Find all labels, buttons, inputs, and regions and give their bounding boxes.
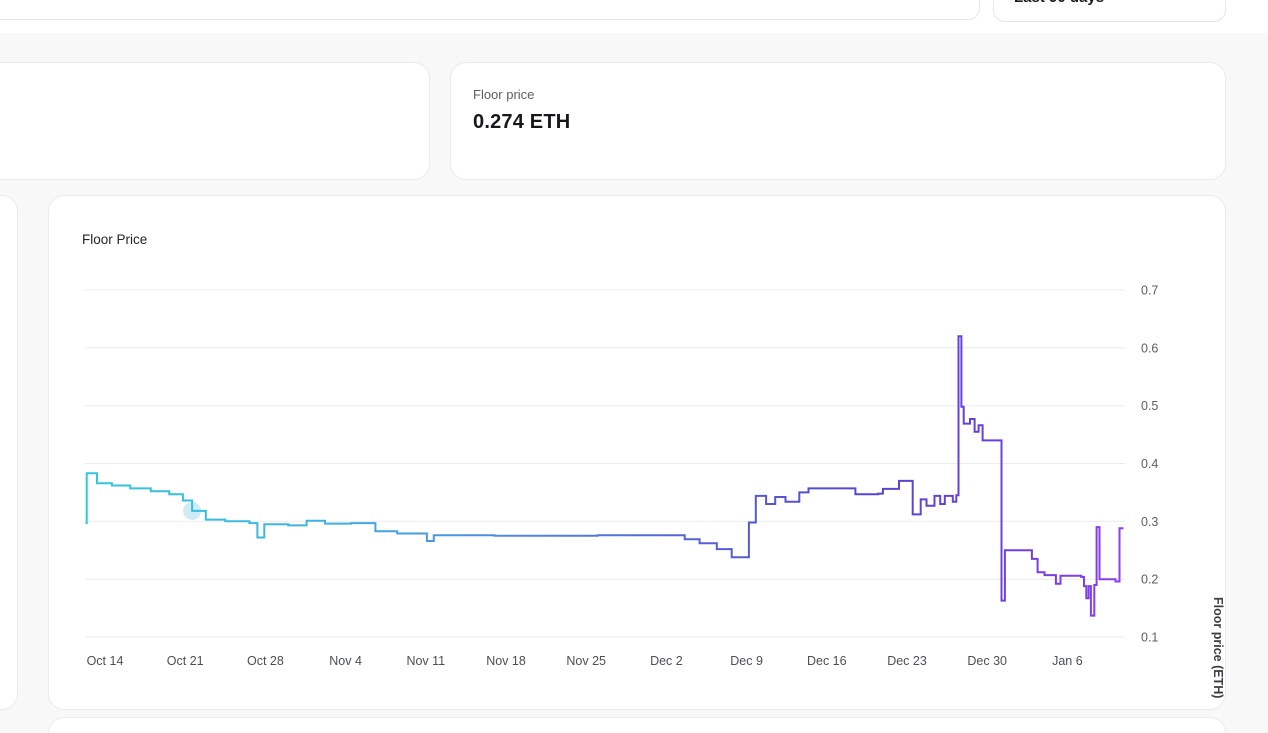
- floor-price-chart-card: Floor Price 0.7 0.6 0.5 0.4 0.3 0.2 0.1 Oct 14 O…: [48, 195, 1226, 710]
- y-tick-label: 0.3: [1141, 515, 1158, 529]
- x-tick-label: Nov 11: [406, 654, 445, 668]
- y-tick-label: 0.6: [1141, 341, 1158, 355]
- y-tick-label: 0.7: [1141, 284, 1158, 298]
- x-tick-label: Dec 2: [650, 654, 683, 668]
- x-tick-label: Dec 23: [887, 654, 927, 668]
- floor-price-stat-value: 0.274 ETH: [473, 111, 571, 133]
- x-tick-label: Dec 16: [807, 654, 847, 668]
- floor-price-line: [85, 335, 1124, 617]
- x-tick-label: Oct 14: [87, 654, 124, 668]
- x-tick-label: Dec 9: [730, 654, 763, 668]
- floor-price-stat-label: Floor price: [473, 87, 535, 102]
- y-axis-title: Floor price (ETH): [1211, 597, 1225, 699]
- y-tick-label: 0.5: [1141, 399, 1158, 413]
- x-tick-label: Oct 21: [167, 654, 204, 668]
- y-tick-label: 0.1: [1141, 631, 1158, 645]
- stats-card-partial: [0, 62, 430, 180]
- chart-title: Floor Price: [82, 232, 148, 247]
- x-tick-label: Jan 6: [1052, 654, 1083, 668]
- date-range-dropdown[interactable]: Last 90 days: [993, 0, 1226, 22]
- x-tick-label: Nov 25: [566, 654, 606, 668]
- floor-price-chart[interactable]: 0.7 0.6 0.5 0.4 0.3 0.2 0.1 Oct 14 Oct 21 Oct 28 N…: [49, 196, 1227, 711]
- x-tick-label: Oct 28: [247, 654, 284, 668]
- adjacent-card-edge: [0, 195, 18, 710]
- x-tick-label: Nov 18: [486, 654, 526, 668]
- x-tick-label: Dec 30: [967, 654, 1007, 668]
- x-tick-label: Nov 4: [329, 654, 362, 668]
- y-tick-label: 0.4: [1141, 457, 1158, 471]
- y-tick-label: 0.2: [1141, 573, 1158, 587]
- search-bar[interactable]: [0, 0, 980, 20]
- next-section-card: [48, 717, 1226, 733]
- floor-price-stat-card: Floor price 0.274 ETH: [450, 62, 1226, 180]
- date-range-label: Last 90 days: [1014, 0, 1104, 6]
